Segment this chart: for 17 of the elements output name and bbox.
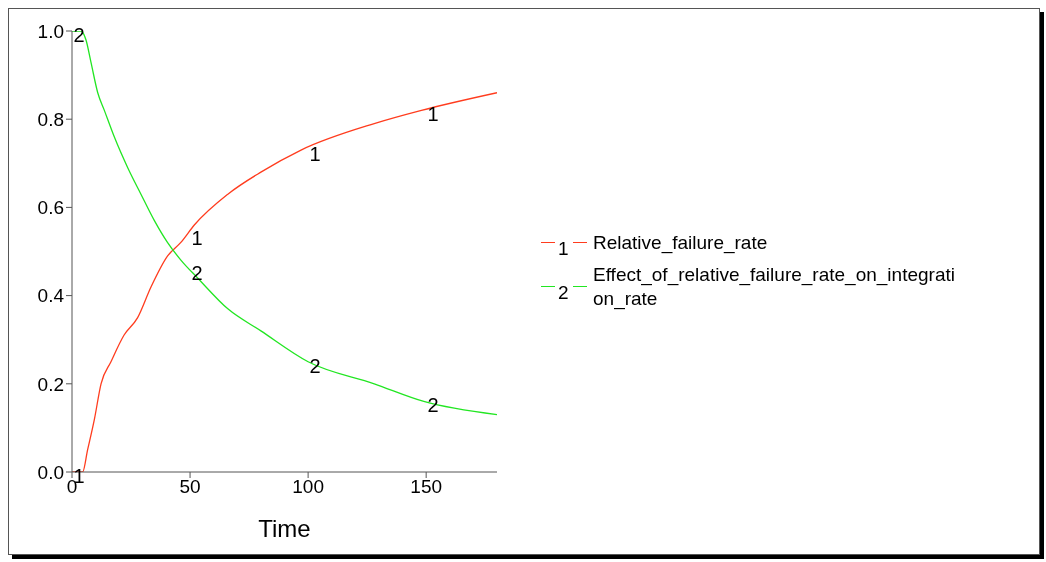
x-tick-label: 150	[410, 476, 443, 498]
text: 1	[558, 238, 569, 259]
annotation: 1	[427, 103, 439, 126]
y-tick-label: 1.0	[37, 20, 64, 42]
legend-label: Effect_of_relative_failure_rate_on_integration_rate	[593, 263, 955, 311]
annotation: 1	[191, 226, 203, 249]
y-tick-label: 0.6	[37, 197, 64, 219]
text: 2	[558, 282, 569, 303]
legend-label: Relative_failure_rate	[593, 231, 769, 255]
y-tick-label: 0.2	[37, 373, 64, 395]
y-tick-label: 0.0	[37, 461, 64, 483]
y-tick-label: 0.4	[37, 285, 65, 307]
x-axis-title: Time	[258, 515, 311, 542]
y-tick-label: 0.8	[37, 108, 64, 130]
annotation: 1	[309, 143, 321, 166]
x-tick-label: 100	[292, 476, 324, 498]
x-tick-label: 50	[179, 476, 201, 498]
